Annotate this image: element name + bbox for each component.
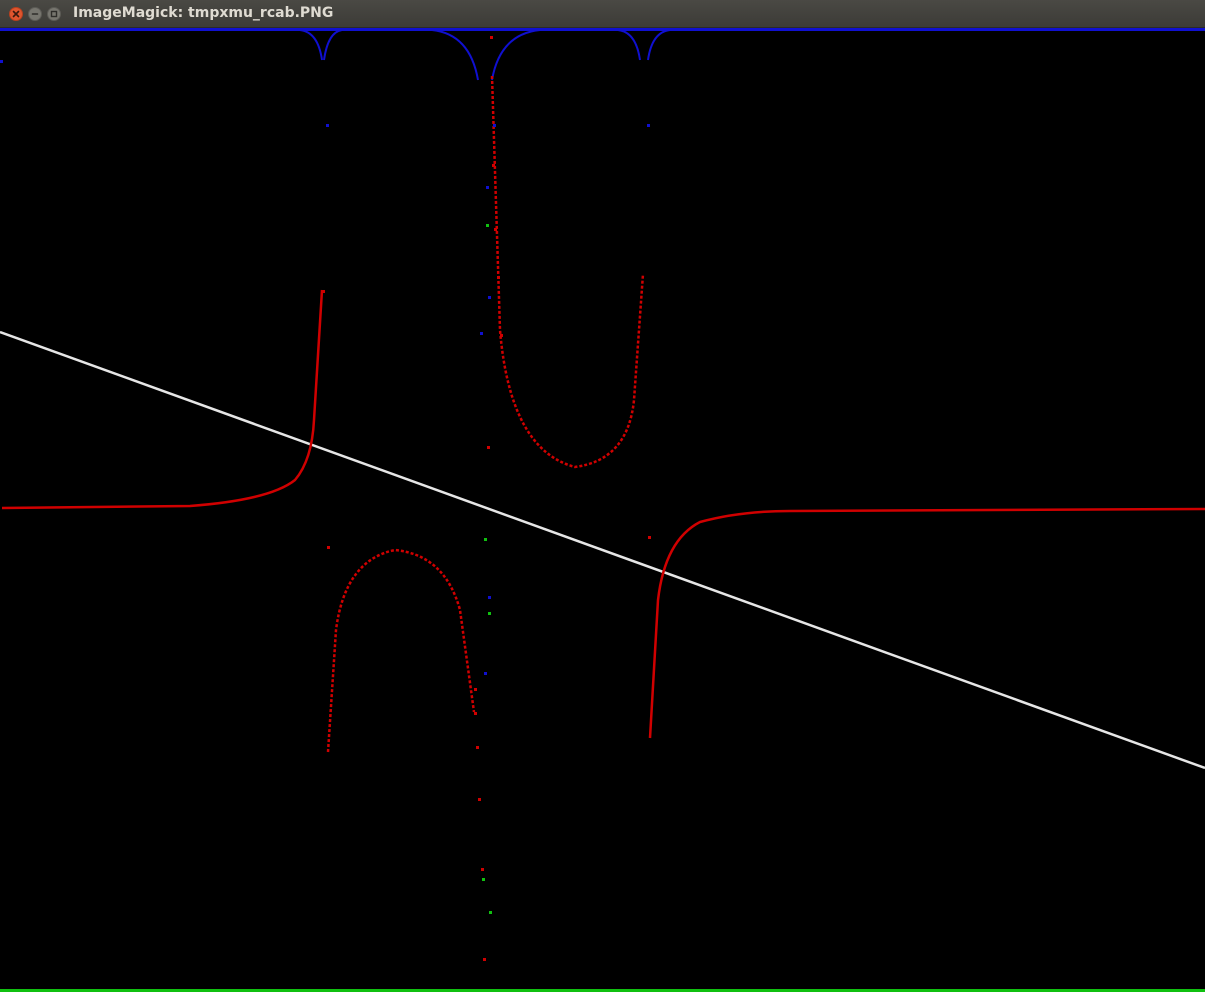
close-icon xyxy=(12,10,20,18)
green-dot xyxy=(489,911,492,914)
blue-dot xyxy=(484,672,487,675)
red-dot xyxy=(478,798,481,801)
red-dot xyxy=(500,334,503,337)
close-button[interactable] xyxy=(9,7,23,21)
red-dot xyxy=(492,164,495,167)
blue-dip-3 xyxy=(617,29,671,61)
red-dot xyxy=(483,958,486,961)
blue-dip-1 xyxy=(299,29,343,61)
green-dot xyxy=(482,878,485,881)
red-dot xyxy=(487,446,490,449)
plot-image xyxy=(0,28,1205,992)
red-curve-left xyxy=(1,289,324,510)
red-dot xyxy=(490,36,493,39)
image-canvas xyxy=(0,28,1205,992)
red-dot xyxy=(327,546,330,549)
red-curve-right xyxy=(648,507,1205,739)
maximize-icon xyxy=(50,10,58,18)
minimize-icon xyxy=(31,13,39,15)
green-bottom-line xyxy=(0,989,1205,992)
red-dot xyxy=(481,868,484,871)
red-dot xyxy=(474,712,477,715)
blue-top-line xyxy=(0,28,1205,31)
red-dot xyxy=(322,290,325,293)
blue-dot xyxy=(488,596,491,599)
red-dot xyxy=(474,688,477,691)
blue-dot xyxy=(486,186,489,189)
red-dot xyxy=(476,746,479,749)
maximize-button[interactable] xyxy=(47,7,61,21)
green-dot xyxy=(488,612,491,615)
green-dot xyxy=(484,538,487,541)
white-line xyxy=(0,330,1205,770)
title-bar[interactable]: ImageMagick: tmpxmu_rcab.PNG xyxy=(0,0,1205,28)
blue-dot xyxy=(0,60,3,63)
red-curve-upper-u xyxy=(490,75,645,469)
red-dot xyxy=(648,536,651,539)
blue-dip-2 xyxy=(431,29,541,81)
minimize-button[interactable] xyxy=(28,7,42,21)
blue-dot xyxy=(480,332,483,335)
window-title: ImageMagick: tmpxmu_rcab.PNG xyxy=(73,5,334,21)
blue-dot xyxy=(326,124,329,127)
red-dot xyxy=(494,228,497,231)
red-dot xyxy=(497,276,500,279)
green-dot xyxy=(486,224,489,227)
blue-dot xyxy=(493,124,496,127)
blue-dot xyxy=(647,124,650,127)
blue-dot xyxy=(488,296,491,299)
